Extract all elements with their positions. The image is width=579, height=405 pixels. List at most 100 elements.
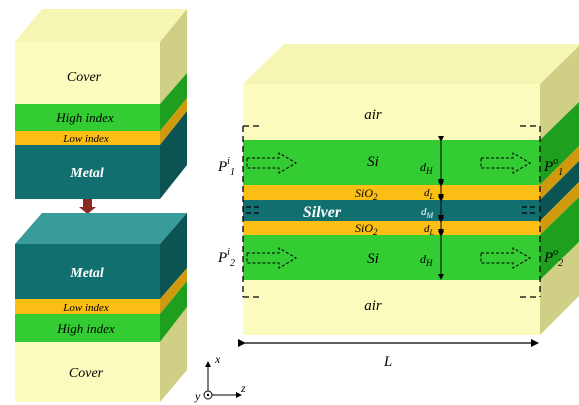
input-port-1-label: Pi1: [217, 156, 235, 178]
p-in-1-base: P: [217, 159, 227, 175]
silver-label: Silver: [303, 204, 342, 221]
bottom-stack-low-index-layer: [15, 299, 160, 314]
main-si-bottom-side: [540, 196, 579, 280]
top-metal-label: Metal: [69, 166, 104, 181]
top-cover-label: Cover: [67, 70, 102, 85]
top-stack-top-face: [15, 9, 187, 42]
si-top-label: Si: [367, 154, 379, 170]
p-in-2-sup: i: [227, 247, 230, 258]
top-stack-low-index-layer: [15, 131, 160, 145]
top-high-index-label: High index: [55, 110, 114, 125]
dH-top-d: d: [420, 160, 427, 174]
sio2-top-label: SiO2: [355, 186, 378, 202]
p-out-1-base: P: [543, 159, 553, 175]
arrow-head-down: [79, 207, 96, 214]
bottom-cover-label: Cover: [69, 366, 104, 381]
main-silver-side: [540, 161, 579, 221]
air-bottom-label: air: [364, 298, 382, 314]
y-axis-label: y: [194, 389, 201, 403]
coordinate-axes: x y z: [194, 352, 246, 403]
main-top-face: [243, 44, 579, 84]
top-stack-metal-side: [160, 111, 187, 199]
top-stack-cover-side: [160, 9, 187, 104]
length-label: L: [383, 354, 392, 370]
y-axis-dot: [206, 393, 210, 397]
sio2-bottom-main: SiO: [355, 221, 373, 235]
port-arrows: [246, 152, 531, 269]
bottom-metal-label: Metal: [69, 266, 104, 281]
dM-d: d: [421, 206, 427, 218]
dH-top-sub: H: [425, 166, 433, 176]
si-top-layer: [243, 140, 540, 185]
x-axis-label: x: [214, 352, 221, 366]
p-out-2-sub: 2: [558, 258, 563, 269]
p-out-1-sup: o: [553, 156, 558, 167]
main-sio2-top-side: [540, 146, 579, 200]
bottom-stack-high-index-layer: [15, 314, 160, 342]
sio2-bottom-sub: 2: [373, 227, 378, 237]
main-air-bottom-side: [540, 241, 579, 335]
bottom-stack: Metal Low index High index Cover: [15, 213, 187, 402]
p-out-1-sub: 1: [558, 167, 563, 178]
dH-bottom-d: d: [420, 252, 427, 266]
dL-top-d: d: [424, 187, 430, 199]
bottom-low-index-label: Low index: [62, 302, 109, 314]
p-in-2-sub: 2: [230, 258, 235, 269]
output-arrow-2: [480, 247, 531, 269]
bottom-stack-metal-layer: [15, 244, 160, 299]
p-in-1-sub: 1: [230, 167, 235, 178]
top-stack-cover-layer: [15, 42, 160, 104]
top-stack-low-side: [160, 98, 187, 145]
dL-top-sub: L: [429, 192, 435, 201]
dM-sub: M: [426, 211, 435, 220]
output-arrow-1: [480, 152, 531, 174]
air-top-layer: [243, 84, 540, 140]
dM-label: dM: [421, 206, 435, 220]
air-bottom-layer: [243, 280, 540, 335]
output-port-2-label: Po2: [543, 247, 563, 269]
air-top-label: air: [364, 107, 382, 123]
bottom-stack-cover-side: [160, 307, 187, 402]
z-axis-label: z: [240, 381, 246, 395]
p-in-2-base: P: [217, 250, 227, 266]
main-air-top-side: [540, 45, 579, 140]
sio2-top-layer: [243, 185, 540, 200]
bottom-stack-low-side: [160, 268, 187, 314]
bottom-stack-high-side: [160, 281, 187, 342]
dH-bottom-label: dH: [420, 252, 433, 268]
output-port-1-label: Po1: [543, 156, 563, 178]
sio2-top-main: SiO: [355, 186, 373, 200]
dL-bottom-sub: L: [429, 228, 435, 237]
port-boundaries: [242, 125, 541, 298]
input-arrow-1: [246, 152, 297, 174]
sio2-bottom-label: SiO2: [355, 221, 378, 237]
si-bottom-layer: [243, 235, 540, 280]
top-stack-high-side: [160, 73, 187, 131]
top-stack-metal-layer: [15, 145, 160, 199]
sio2-top-sub: 2: [373, 192, 378, 202]
main-si-top-side: [540, 101, 579, 185]
top-low-index-label: Low index: [62, 133, 109, 145]
arrow-stem-top: [83, 199, 92, 208]
dL-bottom-d: d: [424, 223, 430, 235]
dH-bottom-sub: H: [425, 258, 433, 268]
bottom-stack-cover-layer: [15, 342, 160, 402]
si-bottom-label: Si: [367, 251, 379, 267]
main-structure: air Si SiO2 Silver SiO2 Si air dH dL dM …: [217, 44, 579, 370]
input-arrow-2: [246, 247, 297, 269]
top-stack: Cover High index Low index Metal: [15, 9, 187, 199]
top-stack-high-index-layer: [15, 104, 160, 131]
p-out-2-base: P: [543, 250, 553, 266]
sio2-bottom-layer: [243, 221, 540, 235]
silver-layer: [243, 200, 540, 221]
input-port-2-label: Pi2: [217, 247, 235, 269]
bottom-stack-top-face: [15, 213, 187, 244]
main-sio2-bottom-side: [540, 182, 579, 235]
p-in-1-sup: i: [227, 156, 230, 167]
dL-bottom-label: dL: [424, 223, 435, 237]
dH-top-label: dH: [420, 160, 433, 176]
dL-top-label: dL: [424, 187, 435, 201]
bottom-stack-metal-side: [160, 213, 187, 299]
bottom-high-index-label: High index: [56, 321, 115, 336]
